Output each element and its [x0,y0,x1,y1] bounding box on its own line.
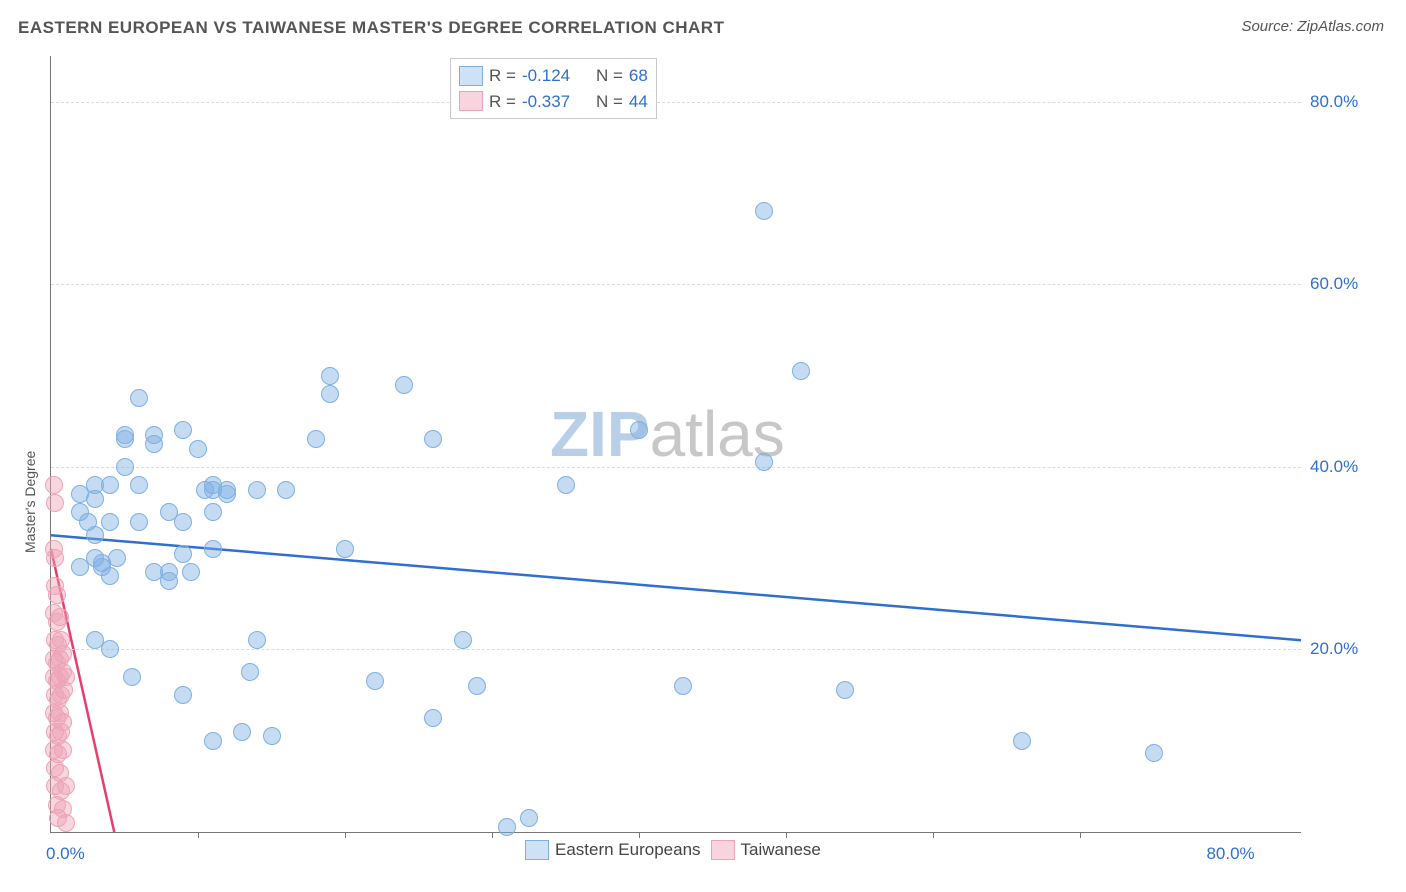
data-point [424,709,442,727]
x-tick [933,832,934,838]
x-tick [345,832,346,838]
data-point [101,513,119,531]
y-tick-label: 20.0% [1310,639,1358,659]
data-point [46,494,64,512]
trend-line [51,535,1301,640]
data-point [498,818,516,836]
data-point [248,631,266,649]
data-point [755,202,773,220]
plot-area [50,56,1301,833]
gridline [51,649,1301,650]
data-point [755,453,773,471]
data-point [54,645,72,663]
data-point [189,440,207,458]
legend-swatch [459,66,483,86]
data-point [116,458,134,476]
gridline [51,467,1301,468]
legend-swatch [525,840,549,860]
x-tick [786,832,787,838]
data-point [395,376,413,394]
data-point [130,389,148,407]
legend-correlation-row: R = -0.124N = 68 [459,63,648,89]
x-tick-label: 0.0% [46,844,85,864]
data-point [86,490,104,508]
y-tick-label: 80.0% [1310,92,1358,112]
legend-swatch [459,91,483,111]
data-point [45,476,63,494]
data-point [366,672,384,690]
data-point [123,668,141,686]
data-point [277,481,295,499]
data-point [145,435,163,453]
legend-series-item: Taiwanese [711,840,821,860]
x-tick [639,832,640,838]
data-point [174,686,192,704]
data-point [204,503,222,521]
data-point [174,513,192,531]
data-point [241,663,259,681]
legend-swatch [711,840,735,860]
data-point [108,549,126,567]
data-point [792,362,810,380]
data-point [46,549,64,567]
chart-title: EASTERN EUROPEAN VS TAIWANESE MASTER'S D… [18,18,724,38]
data-point [48,586,66,604]
data-point [101,640,119,658]
data-point [204,540,222,558]
data-point [836,681,854,699]
y-tick-label: 60.0% [1310,274,1358,294]
y-tick-label: 40.0% [1310,457,1358,477]
data-point [248,481,266,499]
data-point [307,430,325,448]
data-point [321,367,339,385]
data-point [424,430,442,448]
data-point [204,732,222,750]
legend-series-label: Eastern Europeans [555,840,701,860]
y-axis-label: Master's Degree [22,450,38,552]
data-point [1013,732,1031,750]
data-point [174,421,192,439]
data-point [57,814,75,832]
x-tick [1080,832,1081,838]
legend-correlation-row: R = -0.337N = 44 [459,89,648,115]
data-point [520,809,538,827]
data-point [174,545,192,563]
gridline [51,284,1301,285]
data-point [182,563,200,581]
legend-series-item: Eastern Europeans [525,840,701,860]
data-point [101,567,119,585]
data-point [101,476,119,494]
x-tick-label: 80.0% [1206,844,1254,864]
data-point [218,485,236,503]
data-point [51,608,69,626]
data-point [336,540,354,558]
correlation-legend: R = -0.124N = 68R = -0.337N = 44 [450,58,657,119]
series-legend: Eastern Europeans Taiwanese [525,840,821,860]
data-point [52,723,70,741]
data-point [263,727,281,745]
data-point [130,513,148,531]
data-point [130,476,148,494]
data-point [674,677,692,695]
gridline [51,102,1301,103]
data-point [557,476,575,494]
data-point [1145,744,1163,762]
x-tick [492,832,493,838]
legend-series-label: Taiwanese [741,840,821,860]
data-point [160,563,178,581]
data-point [54,741,72,759]
data-point [233,723,251,741]
data-point [86,526,104,544]
data-point [468,677,486,695]
data-point [57,777,75,795]
data-point [116,430,134,448]
x-tick [198,832,199,838]
source-attribution: Source: ZipAtlas.com [1241,18,1384,35]
trend-lines [51,56,1301,832]
data-point [55,681,73,699]
data-point [630,421,648,439]
data-point [321,385,339,403]
data-point [454,631,472,649]
